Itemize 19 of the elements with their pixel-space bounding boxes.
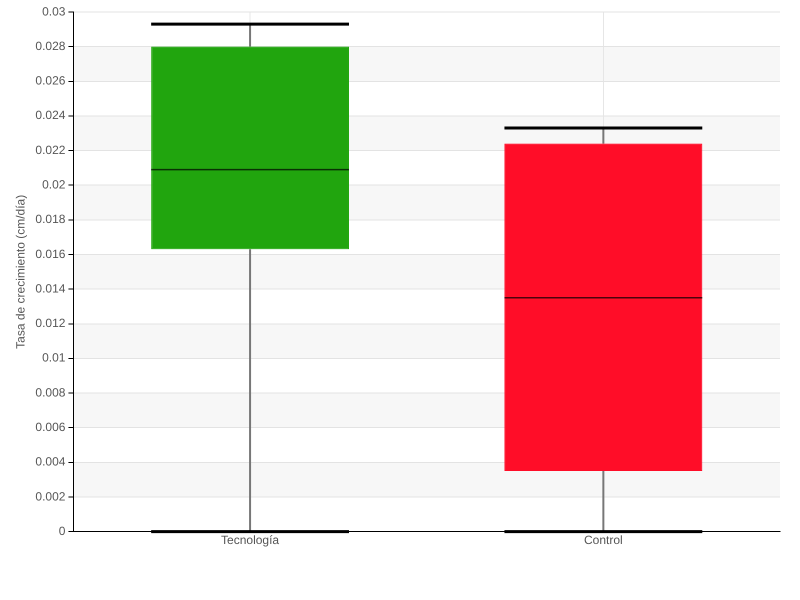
y-tick-label: 0.002 <box>35 489 66 504</box>
y-tick-label: 0.024 <box>35 108 66 122</box>
y-tick-label: 0.014 <box>35 281 66 296</box>
y-tick-label: 0.03 <box>42 4 66 18</box>
x-tick-label: Tecnología <box>221 533 280 548</box>
x-tick-label: Control <box>584 533 623 548</box>
y-tick-label: 0.012 <box>35 316 66 330</box>
y-tick-label: 0.006 <box>35 420 66 434</box>
y-tick-label: 0 <box>58 524 66 538</box>
y-tick-label: 0.028 <box>35 38 66 53</box>
y-tick-label: 0.026 <box>35 74 66 88</box>
y-tick-label: 0.018 <box>35 212 66 226</box>
y-tick-label: 0.022 <box>35 142 66 157</box>
y-tick-label: 0.01 <box>42 350 66 365</box>
y-tick-label: 0.016 <box>35 246 66 261</box>
y-tick-label: 0.004 <box>35 454 66 469</box>
y-tick-label: 0.02 <box>42 178 66 192</box>
y-tick-label: 0.008 <box>35 385 66 400</box>
y-axis-title: Tasa de crecimiento (cm/día) <box>14 194 28 349</box>
